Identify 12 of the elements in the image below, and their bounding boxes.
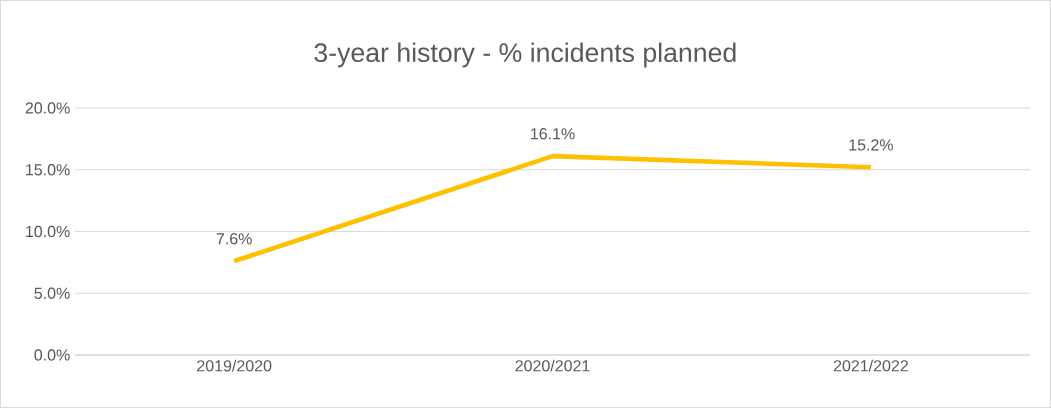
data-label: 15.2%: [849, 139, 894, 151]
y-tick-label: 10.0%: [26, 225, 70, 238]
chart-title: 3-year history - % incidents planned: [314, 42, 736, 68]
y-tick-label: 15.0%: [26, 164, 70, 176]
data-label: 7.6%: [216, 233, 252, 245]
data-label: 16.1%: [531, 128, 575, 140]
y-tick-label: 20.0%: [25, 102, 70, 114]
x-tick-label: 2020/2021: [515, 359, 590, 372]
x-tick-label: 2019/2020: [197, 359, 272, 372]
y-tick-label: 5.0%: [34, 287, 70, 299]
y-tick-label: 0.0%: [34, 349, 70, 361]
x-tick-label: 2021/2022: [833, 359, 908, 372]
